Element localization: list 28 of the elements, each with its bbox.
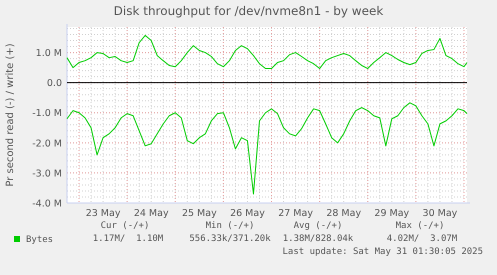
line-series	[66, 102, 468, 194]
text: Last update: Sat May 31 01:30:05 2025	[282, 247, 483, 257]
x-tick-label: 24 May	[134, 208, 169, 219]
y-tick-label: 0.0	[46, 78, 62, 90]
y-tick-label: -3.0 M	[32, 168, 62, 180]
text: 556.33k/371.20k	[189, 234, 272, 244]
x-tick-label: 30 May	[422, 208, 458, 219]
text: Cur (-/+)	[100, 221, 150, 231]
y-axis-title: Pr second read (-) / write (+)	[5, 43, 16, 187]
text: Min (-/+)	[206, 221, 254, 231]
x-tick-label: 25 May	[182, 208, 218, 219]
text: 1.17M/ 1.10M	[92, 234, 164, 244]
chart-title: Disk throughput for /dev/nvme8n1 - by week	[114, 4, 384, 18]
y-tick-label: 1.0 M	[36, 48, 62, 60]
x-tick-label: 28 May	[326, 208, 362, 219]
text: 4.02M/ 3.07M	[386, 234, 458, 244]
x-tick-label: 26 May	[230, 208, 266, 219]
line-series	[66, 34, 468, 70]
y-tick-label: -1.0 M	[32, 108, 62, 120]
y-tick-label: -4.0 M	[32, 198, 62, 210]
x-tick-label: 27 May	[278, 208, 314, 219]
x-tick-label: 23 May	[86, 208, 121, 219]
y-tick-label: -2.0 M	[32, 138, 62, 150]
x-tick-label: 29 May	[374, 208, 410, 219]
text: 1.38M/828.04k	[282, 234, 354, 244]
text: Avg (-/+)	[294, 221, 342, 231]
text: Max (-/+)	[396, 221, 444, 231]
legend-label: Bytes	[26, 235, 54, 245]
